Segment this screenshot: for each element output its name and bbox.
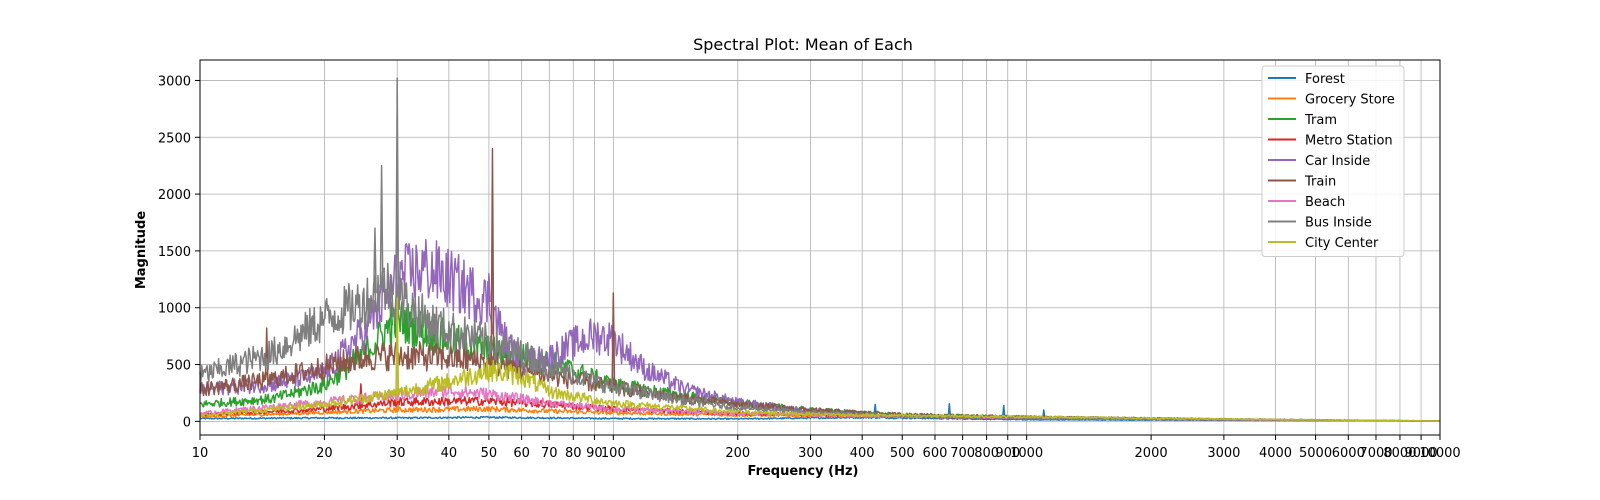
x-tick-label: 60	[513, 446, 530, 461]
plot-frame	[199, 59, 1441, 436]
x-tick-label: 300	[798, 446, 823, 461]
x-tick-label: 6000	[1332, 446, 1365, 461]
x-tick-label: 3000	[1207, 446, 1240, 461]
x-tick-label: 10	[192, 446, 209, 461]
series-lines	[199, 77, 1441, 422]
series-line-8	[199, 297, 1441, 422]
x-tick-label: 500	[890, 446, 915, 461]
x-tick-label: 700	[950, 446, 975, 461]
x-tick-label: 1000	[1010, 446, 1043, 461]
x-tick-label: 600	[923, 446, 948, 461]
y-tick-label: 1000	[158, 302, 191, 317]
series-line-5	[199, 147, 1441, 422]
legend-label: Grocery Store	[1305, 93, 1395, 108]
legend-label: Car Inside	[1305, 154, 1370, 169]
series-line-6	[199, 385, 1441, 422]
x-tick-label: 90	[586, 446, 603, 461]
legend-label: Beach	[1305, 195, 1345, 210]
legend: Forest Grocery Store Tram Metro Station Car …	[1261, 65, 1405, 257]
x-tick-label: 900	[995, 446, 1020, 461]
grid	[199, 60, 1441, 435]
y-tick-label: 3000	[158, 74, 191, 89]
y-tick-label: 2500	[158, 131, 191, 146]
x-tick-label: 80	[565, 446, 582, 461]
legend-label: Metro Station	[1305, 134, 1393, 149]
x-tick-label: 9000	[1405, 446, 1438, 461]
x-tick-label: 100	[601, 446, 626, 461]
legend-label: Bus Inside	[1305, 216, 1372, 231]
y-tick-label: 1500	[158, 245, 191, 260]
y-tick-label: 2000	[158, 188, 191, 203]
x-tick-label: 7000	[1359, 446, 1392, 461]
x-tick-label: 2000	[1135, 446, 1168, 461]
legend-label: Forest	[1305, 72, 1345, 87]
x-tick-label: 30	[389, 446, 406, 461]
legend-label: City Center	[1305, 236, 1379, 251]
x-tick-label: 4000	[1259, 446, 1292, 461]
legend-label: Train	[1304, 175, 1336, 190]
x-tick-label: 20	[316, 446, 333, 461]
legend-label: Tram	[1304, 113, 1337, 128]
y-tick-label: 500	[166, 359, 191, 374]
chart-title: Spectral Plot: Mean of Each	[693, 35, 913, 54]
x-tick-label: 5000	[1299, 446, 1332, 461]
x-tick-label: 70	[541, 446, 558, 461]
x-tick-label: 50	[481, 446, 498, 461]
x-tick-label: 10000	[1419, 446, 1460, 461]
legend-box	[1261, 65, 1405, 257]
y-axis-title: Magnitude	[134, 211, 149, 290]
x-axis-title: Frequency (Hz)	[748, 464, 859, 479]
x-tick-label: 800	[974, 446, 999, 461]
series-line-0	[199, 403, 1440, 422]
x-tick-label: 200	[725, 446, 750, 461]
series-line-4	[199, 199, 1441, 422]
x-tick-label: 400	[850, 446, 875, 461]
x-tick-label: 40	[441, 446, 458, 461]
y-tick-label: 0	[183, 415, 191, 430]
x-tick-label: 8000	[1383, 446, 1416, 461]
